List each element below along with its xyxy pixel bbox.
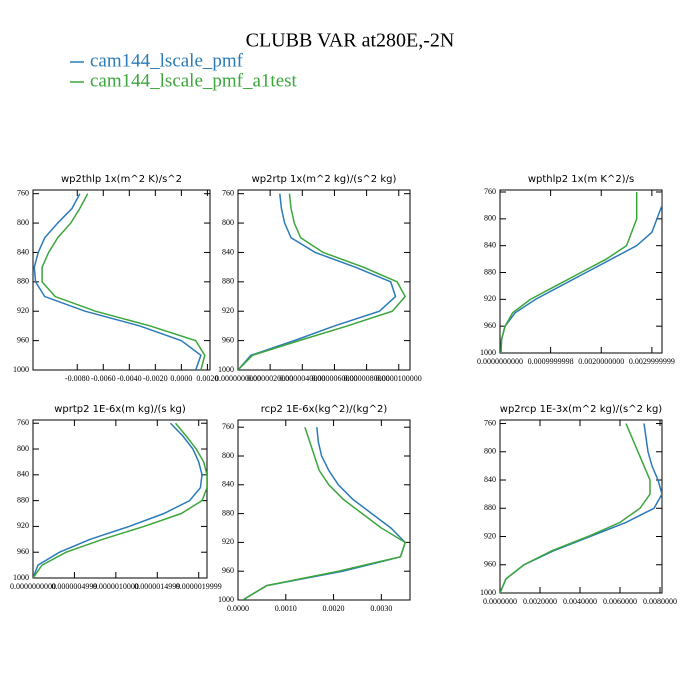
- y-tick-label: 800: [222, 218, 234, 227]
- x-tick-label: 0.0020: [323, 604, 345, 613]
- y-tick-label: 1000: [480, 348, 496, 357]
- y-tick-label: 760: [484, 187, 496, 196]
- y-tick-label: 960: [484, 321, 496, 330]
- x-tick-label: 0.0020: [196, 374, 218, 383]
- plot-frame: [237, 419, 411, 601]
- x-tick-label: -0.0080: [65, 374, 90, 383]
- panel-title: wp2rcp 1E-3x(m^2 kg)/(s^2 kg): [500, 404, 663, 415]
- profile-line: [500, 192, 638, 353]
- x-tick-label: 0.0000100000: [376, 374, 422, 383]
- y-tick-label: 1000: [13, 365, 29, 374]
- y-tick-label: 1000: [218, 595, 234, 604]
- y-tick-label: 840: [222, 247, 234, 256]
- y-tick-label: 760: [484, 418, 496, 427]
- x-tick-label: 0.0040000: [563, 597, 597, 606]
- profile-line: [41, 193, 206, 370]
- x-tick-label: -0.0060: [91, 374, 116, 383]
- y-tick-label: 760: [222, 189, 234, 198]
- y-tick-label: 880: [484, 503, 496, 512]
- panel-title: wp2rtp 1x(m^2 kg)/(s^2 kg): [252, 174, 397, 185]
- profile-line: [33, 193, 202, 370]
- x-tick-label: 0.0000060000: [311, 374, 357, 383]
- y-tick-label: 920: [222, 537, 234, 546]
- x-tick-label: 0.0010: [275, 604, 297, 613]
- x-tick-label: 0.0000020000: [247, 374, 293, 383]
- x-tick-label: 0.0000000000: [10, 582, 56, 591]
- x-tick-label: 0.0000: [227, 604, 249, 613]
- x-tick-label: 0.0000010000: [93, 582, 139, 591]
- y-tick-label: 880: [222, 277, 234, 286]
- plot-frame: [32, 419, 208, 579]
- y-tick-label: 760: [17, 189, 29, 198]
- y-tick-label: 840: [484, 475, 496, 484]
- profile-line: [242, 426, 407, 600]
- y-tick-label: 920: [222, 306, 234, 315]
- x-tick-label: 0.0000080000: [344, 374, 390, 383]
- y-tick-label: 800: [222, 451, 234, 460]
- y-tick-label: 1000: [218, 365, 234, 374]
- y-tick-label: 960: [484, 560, 496, 569]
- y-tick-label: 1000: [480, 588, 496, 597]
- y-tick-label: 800: [17, 444, 29, 453]
- y-tick-label: 960: [17, 335, 29, 344]
- panel-title: wpthlp2 1x(m K^2)/s: [528, 174, 634, 185]
- profile-line: [33, 422, 203, 578]
- profile-line: [242, 427, 407, 600]
- x-tick-label: 0.0000040000: [279, 374, 325, 383]
- y-tick-label: 880: [222, 508, 234, 517]
- plot-frame: [499, 419, 663, 594]
- x-tick-label: 0.0000: [170, 374, 192, 383]
- x-tick-label: 0.0030: [370, 604, 392, 613]
- y-tick-label: 920: [484, 531, 496, 540]
- x-tick-label: 0.0029999999: [629, 357, 675, 366]
- plot-frame: [32, 189, 211, 371]
- x-tick-label: 0.0020000: [523, 597, 557, 606]
- panel-title: wp2thlp 1x(m^2 K)/s^2: [61, 174, 182, 185]
- y-tick-label: 800: [484, 214, 496, 223]
- y-tick-label: 960: [17, 547, 29, 556]
- y-tick-label: 960: [222, 566, 234, 575]
- y-tick-label: 840: [484, 241, 496, 250]
- x-tick-label: 0.0000000000: [477, 357, 523, 366]
- y-tick-label: 1000: [13, 573, 29, 582]
- y-tick-label: 880: [17, 277, 29, 286]
- y-tick-label: 800: [484, 447, 496, 456]
- y-tick-label: 920: [484, 294, 496, 303]
- y-tick-label: 960: [222, 335, 234, 344]
- figure-title: CLUBB VAR at280E,-2N: [246, 30, 455, 52]
- y-tick-label: 920: [17, 521, 29, 530]
- profile-line: [238, 193, 397, 370]
- x-tick-label: 0.0000000: [483, 597, 517, 606]
- plot-frame: [237, 189, 411, 371]
- y-tick-label: 840: [17, 470, 29, 479]
- x-tick-label: -0.0040: [117, 374, 142, 383]
- x-tick-label: 0.0009999998: [528, 357, 574, 366]
- y-tick-label: 800: [17, 218, 29, 227]
- x-tick-label: 0.0000014999: [134, 582, 180, 591]
- panel-title: wprtp2 1E-6x(m kg)/(s kg): [54, 404, 186, 415]
- x-tick-label: 0.0000004999: [51, 582, 97, 591]
- legend-label: cam144_lscale_pmf: [90, 50, 244, 71]
- panel-title: rcp2 1E-6x(kg^2)/(kg^2): [261, 404, 388, 415]
- y-tick-label: 880: [17, 495, 29, 504]
- x-tick-label: 0.0080000: [643, 597, 677, 606]
- profile-line: [238, 193, 407, 370]
- x-tick-label: 0.0000000000: [215, 374, 261, 383]
- plot-frame: [499, 189, 663, 354]
- y-tick-label: 880: [484, 267, 496, 276]
- profile-line: [500, 423, 651, 593]
- x-tick-label: 0.0060000: [603, 597, 637, 606]
- x-tick-label: -0.0020: [143, 374, 168, 383]
- y-tick-label: 760: [222, 422, 234, 431]
- profile-line: [33, 422, 207, 578]
- y-tick-label: 760: [17, 418, 29, 427]
- legend-label: cam144_lscale_pmf_a1test: [90, 70, 298, 91]
- x-tick-label: 0.0020000000: [578, 357, 624, 366]
- profile-line: [500, 423, 662, 593]
- y-tick-label: 840: [17, 247, 29, 256]
- y-tick-label: 920: [17, 306, 29, 315]
- y-tick-label: 840: [222, 480, 234, 489]
- x-tick-label: 0.0000019999: [176, 582, 222, 591]
